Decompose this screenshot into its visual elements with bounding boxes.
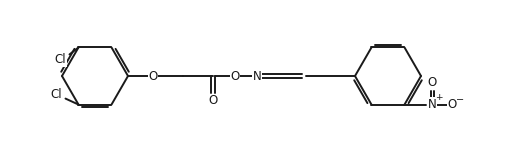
Text: O: O <box>149 69 158 83</box>
Text: N: N <box>428 98 437 111</box>
Text: O: O <box>208 95 218 107</box>
Text: O: O <box>428 76 437 89</box>
Text: Cl: Cl <box>54 53 66 66</box>
Text: Cl: Cl <box>51 88 62 101</box>
Text: −: − <box>457 95 465 105</box>
Text: N: N <box>252 69 262 83</box>
Text: O: O <box>231 69 240 83</box>
Text: O: O <box>448 98 457 111</box>
Text: +: + <box>435 93 442 102</box>
